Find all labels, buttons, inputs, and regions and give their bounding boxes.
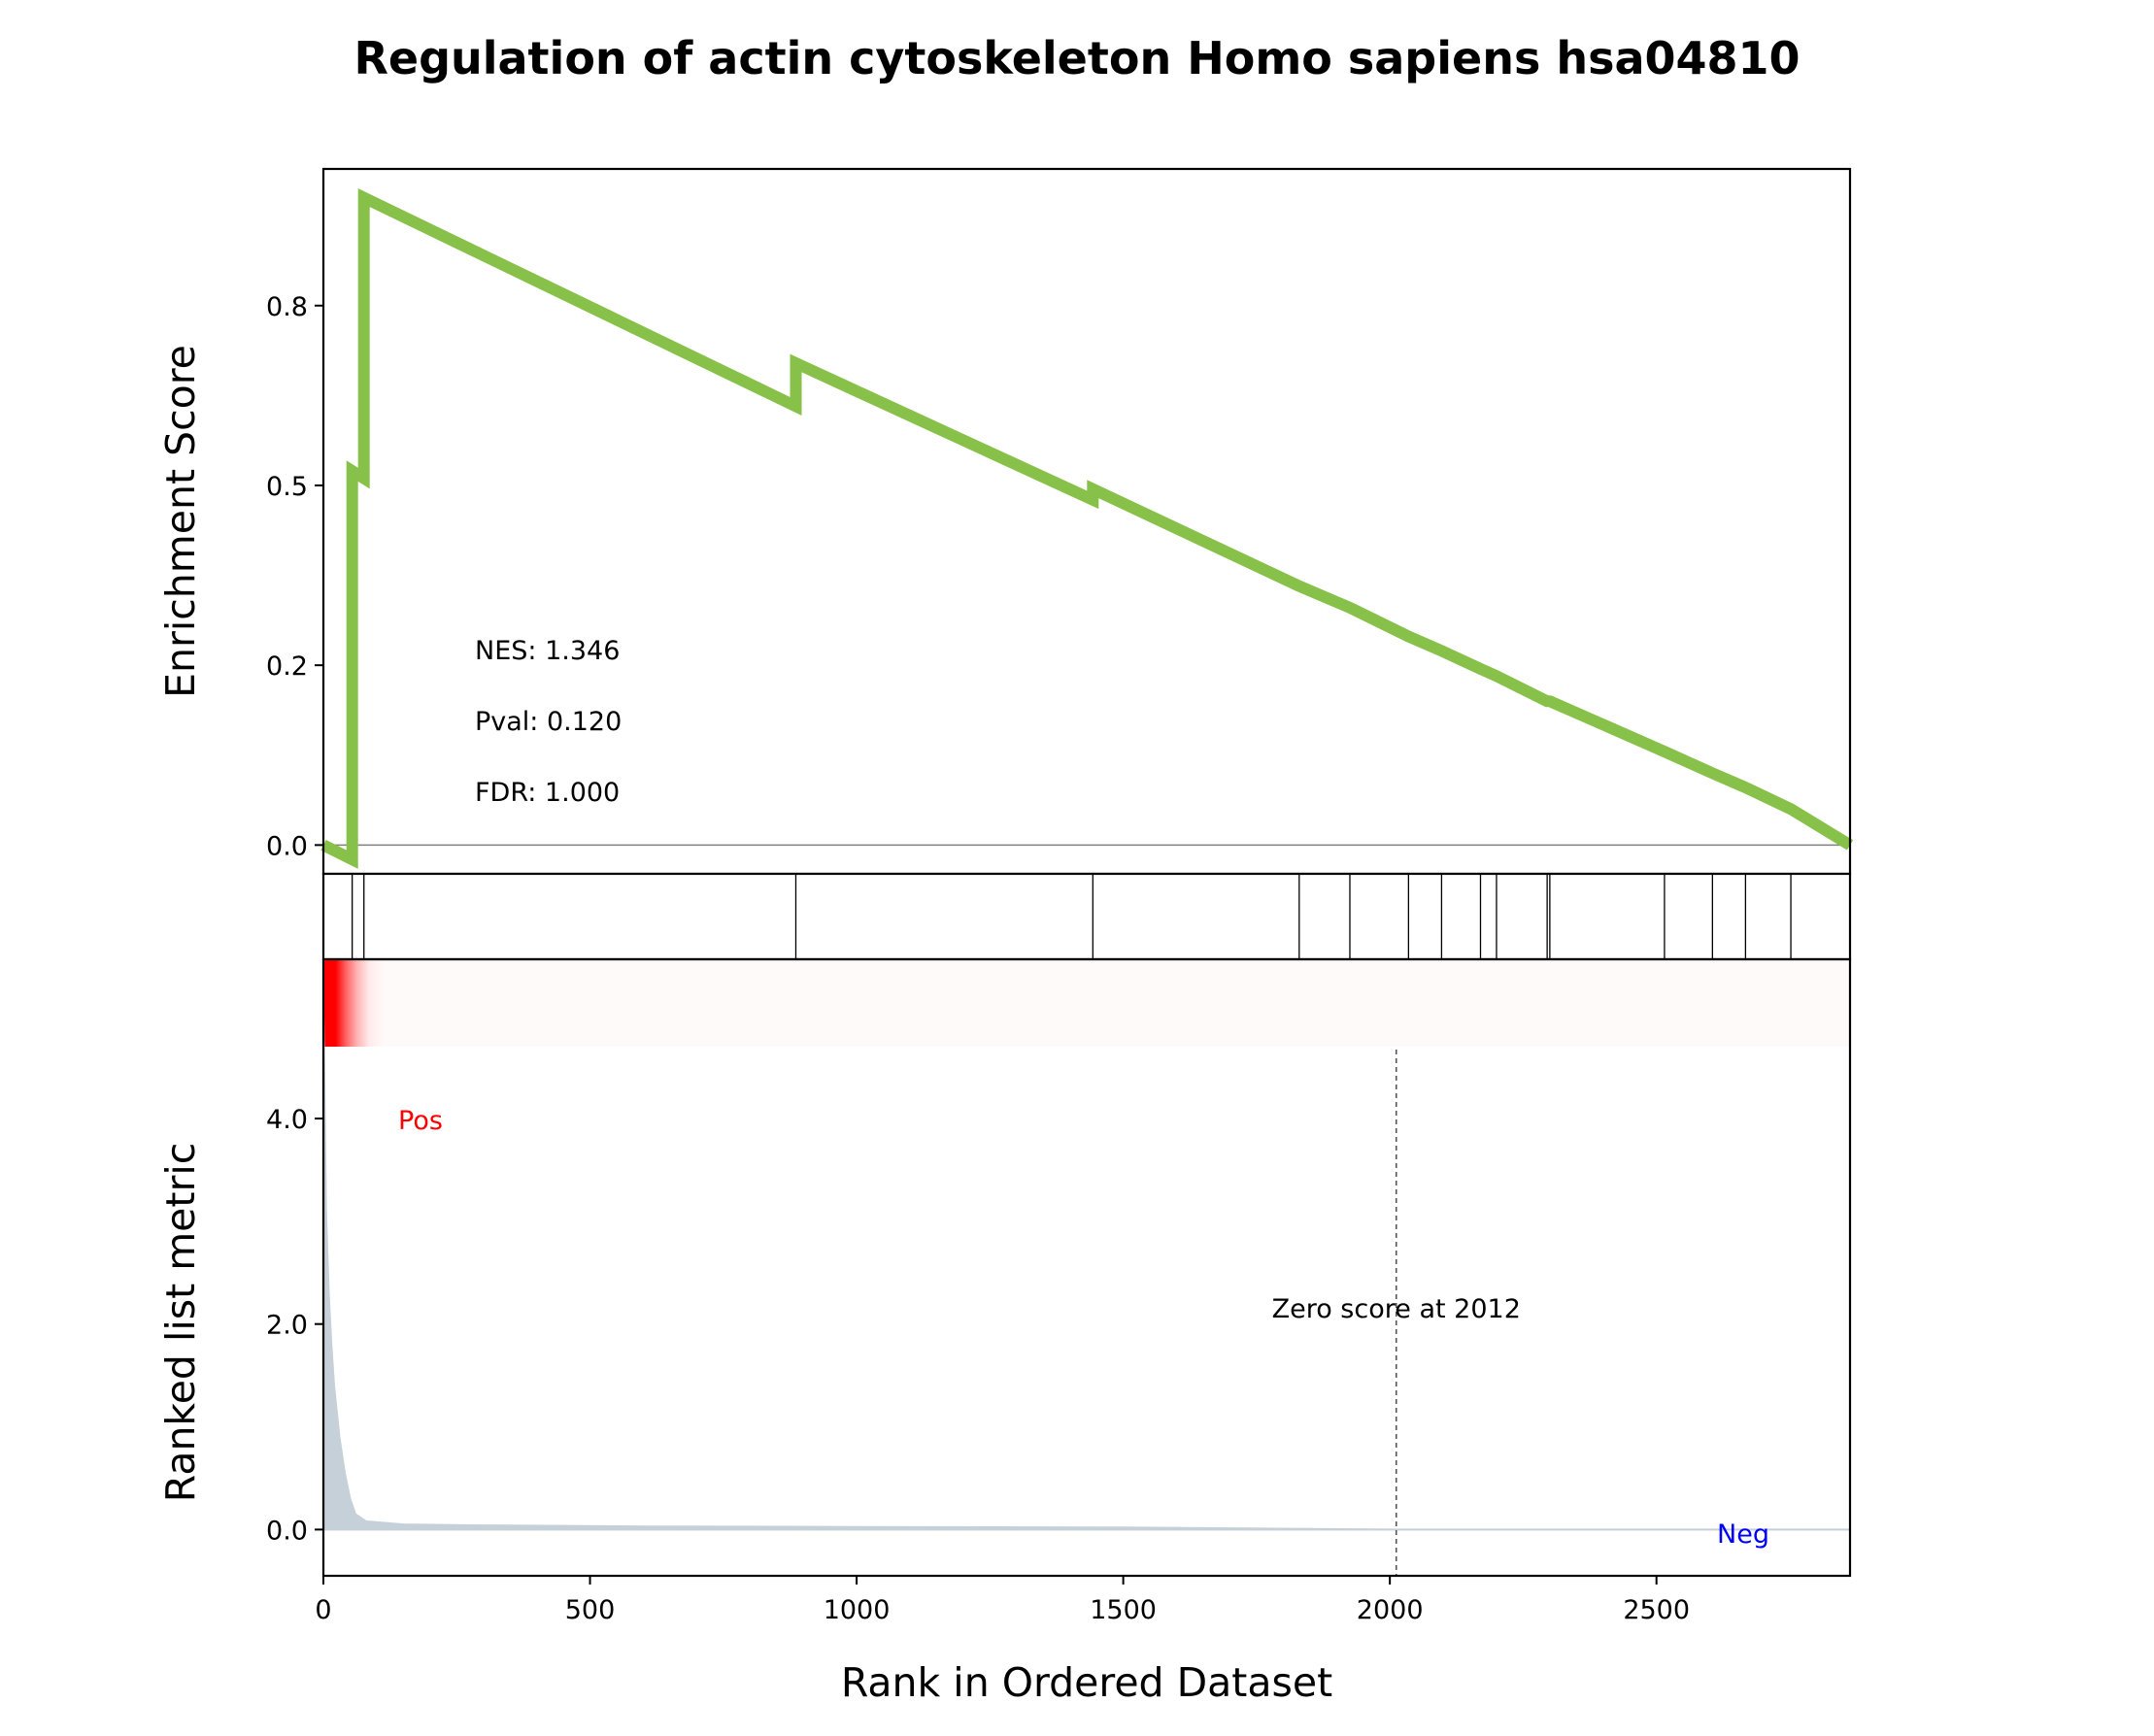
metric-y-axis-label: Ranked list metric bbox=[157, 1143, 204, 1503]
gene-hits-panel bbox=[321, 872, 1852, 961]
x-tick-label-1: 500 bbox=[565, 1595, 616, 1625]
x-tick-label-0: 0 bbox=[315, 1595, 331, 1625]
hits-panel-frame bbox=[321, 872, 1852, 961]
running-es-line bbox=[320, 188, 1854, 869]
metric-y-tick-label-0: 0.0 bbox=[266, 1516, 308, 1546]
metric-y-tick-label-1: 2.0 bbox=[266, 1311, 308, 1341]
ranked-metric-area bbox=[322, 1016, 1850, 1531]
es-panel-frame bbox=[321, 167, 1852, 876]
stat-label-0: NES: 1.346 bbox=[475, 636, 620, 666]
x-tick-label-3: 1500 bbox=[1090, 1595, 1157, 1625]
neg-label: Neg bbox=[1717, 1519, 1769, 1550]
metric-heatmap-strip bbox=[323, 959, 1850, 1047]
stat-label-2: FDR: 1.000 bbox=[475, 778, 620, 808]
es-y-axis-label: Enrichment Score bbox=[157, 345, 204, 698]
x-axis-label: Rank in Ordered Dataset bbox=[841, 1659, 1332, 1706]
x-tick-label-5: 2500 bbox=[1623, 1595, 1690, 1625]
ranked-metric-panel: 0.0 2.0 4.0 Pos Neg Zero score at 2012 0 500 100… bbox=[266, 957, 1852, 1625]
chart-title: Regulation of actin cytoskeleton Homo sa… bbox=[353, 32, 1800, 84]
zero-score-label: Zero score at 2012 bbox=[1272, 1294, 1521, 1324]
enrichment-score-panel: 0.0 0.2 0.5 0.8 NES: 1.346 Pval: 0.120 FDR: 1.… bbox=[266, 167, 1854, 876]
es-y-tick-label-3: 0.8 bbox=[266, 292, 308, 322]
metric-y-tick-label-2: 4.0 bbox=[266, 1105, 308, 1135]
es-y-tick-label-0: 0.0 bbox=[266, 831, 308, 861]
pos-label: Pos bbox=[398, 1106, 443, 1136]
stat-label-1: Pval: 0.120 bbox=[475, 707, 622, 737]
x-tick-label-4: 2000 bbox=[1357, 1595, 1424, 1625]
es-y-tick-label-1: 0.2 bbox=[266, 651, 308, 682]
metric-panel-frame bbox=[321, 957, 1852, 1578]
x-tick-label-2: 1000 bbox=[824, 1595, 891, 1625]
es-y-tick-label-2: 0.5 bbox=[266, 472, 308, 502]
